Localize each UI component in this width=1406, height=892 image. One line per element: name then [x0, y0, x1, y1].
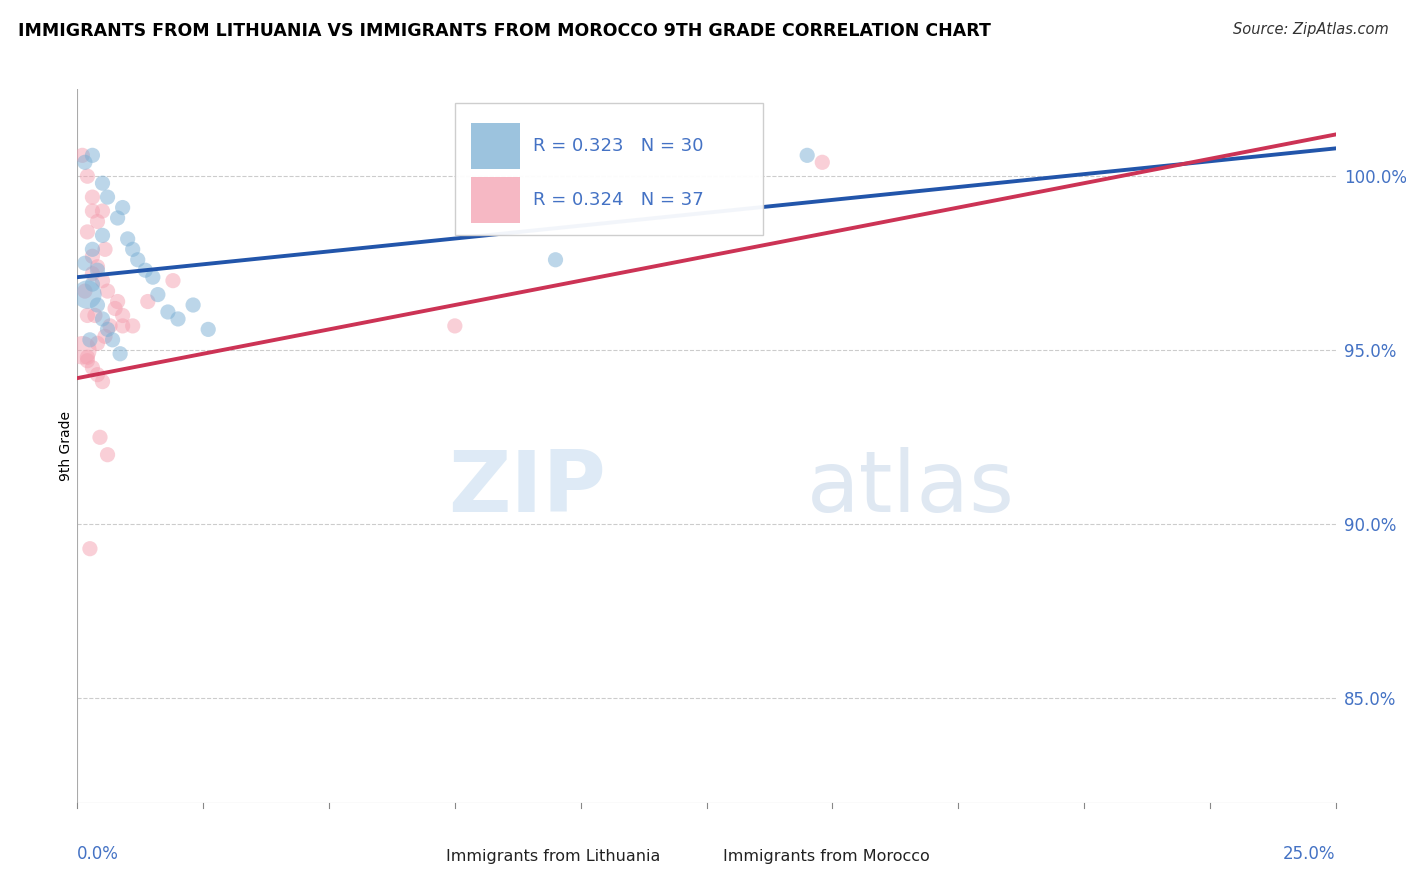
Point	[76, 350, 98, 364]
Point	[91, 204, 114, 219]
Point	[82, 249, 104, 263]
Point	[82, 267, 104, 281]
Point	[127, 252, 149, 267]
FancyBboxPatch shape	[395, 835, 439, 878]
Point	[86, 260, 108, 274]
Text: Immigrants from Morocco: Immigrants from Morocco	[723, 849, 929, 863]
Point	[134, 263, 156, 277]
Text: R = 0.323   N = 30: R = 0.323 N = 30	[533, 137, 703, 155]
FancyBboxPatch shape	[471, 123, 520, 169]
Point	[86, 298, 108, 312]
Point	[76, 353, 98, 368]
Text: R = 0.324   N = 37: R = 0.324 N = 37	[533, 191, 703, 209]
Point	[73, 155, 96, 169]
FancyBboxPatch shape	[456, 103, 763, 235]
Point	[197, 322, 219, 336]
Point	[111, 201, 134, 215]
Text: atlas: atlas	[807, 447, 1015, 531]
Point	[142, 270, 165, 285]
Text: ZIP: ZIP	[449, 447, 606, 531]
Point	[86, 263, 108, 277]
Point	[156, 305, 179, 319]
Point	[76, 169, 98, 184]
Point	[107, 294, 129, 309]
Point	[76, 225, 98, 239]
Point	[84, 309, 107, 323]
Point	[86, 336, 108, 351]
FancyBboxPatch shape	[672, 835, 716, 878]
Point	[121, 243, 143, 257]
Point	[73, 256, 96, 270]
Point	[76, 309, 98, 323]
Point	[82, 204, 104, 219]
Point	[96, 284, 118, 298]
Point	[91, 176, 114, 190]
Point	[91, 312, 114, 326]
Point	[107, 211, 129, 225]
Point	[91, 375, 114, 389]
Point	[79, 541, 101, 556]
Text: 25.0%: 25.0%	[1284, 845, 1336, 863]
Point	[167, 312, 190, 326]
Point	[73, 284, 96, 298]
Point	[117, 232, 139, 246]
Point	[91, 274, 114, 288]
Point	[79, 333, 101, 347]
Point	[104, 301, 127, 316]
Point	[444, 318, 467, 333]
Point	[108, 347, 131, 361]
Point	[82, 148, 104, 162]
Point	[72, 148, 94, 162]
Point	[76, 287, 98, 301]
Text: Immigrants from Lithuania: Immigrants from Lithuania	[446, 849, 661, 863]
Point	[82, 277, 104, 292]
Point	[121, 318, 143, 333]
Point	[162, 274, 184, 288]
Point	[89, 430, 111, 444]
Text: Source: ZipAtlas.com: Source: ZipAtlas.com	[1233, 22, 1389, 37]
Point	[101, 333, 124, 347]
Y-axis label: 9th Grade: 9th Grade	[59, 411, 73, 481]
Point	[72, 343, 94, 358]
Point	[96, 448, 118, 462]
Point	[94, 329, 117, 343]
Point	[98, 318, 121, 333]
Point	[181, 298, 204, 312]
Point	[86, 368, 108, 382]
Point	[91, 228, 114, 243]
Point	[796, 148, 818, 162]
FancyBboxPatch shape	[471, 177, 520, 223]
Point	[811, 155, 834, 169]
Point	[86, 214, 108, 228]
Point	[94, 243, 117, 257]
Point	[96, 322, 118, 336]
Text: IMMIGRANTS FROM LITHUANIA VS IMMIGRANTS FROM MOROCCO 9TH GRADE CORRELATION CHART: IMMIGRANTS FROM LITHUANIA VS IMMIGRANTS …	[18, 22, 991, 40]
Point	[136, 294, 159, 309]
Point	[111, 309, 134, 323]
Point	[111, 318, 134, 333]
Point	[82, 360, 104, 375]
Text: 0.0%: 0.0%	[77, 845, 120, 863]
Point	[96, 190, 118, 204]
Point	[82, 243, 104, 257]
Point	[82, 190, 104, 204]
Point	[544, 252, 567, 267]
Point	[146, 287, 169, 301]
